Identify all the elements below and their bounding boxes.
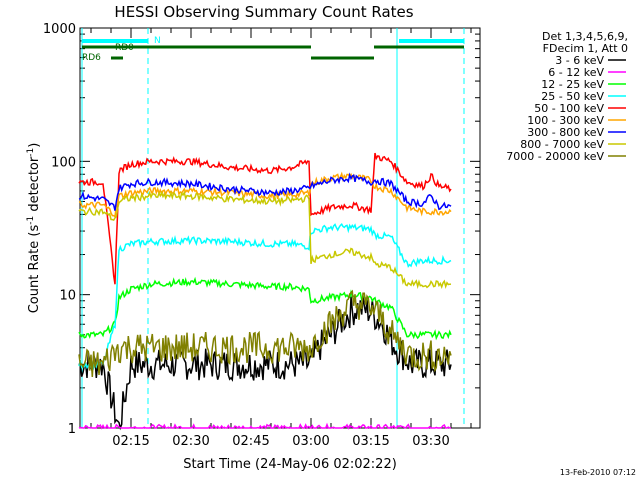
y-label-sup1: -1 xyxy=(26,216,36,225)
series-lines xyxy=(78,152,452,431)
legend-entry-label: 12 - 25 keV xyxy=(541,78,604,91)
y-tick-label: 1000 xyxy=(43,22,76,37)
flag-label: RD0 xyxy=(115,43,134,53)
x-tick-label: 03:30 xyxy=(412,434,449,449)
legend-header-1: Det 1,3,4,5,6,9, xyxy=(542,30,628,43)
x-tick-label: 02:30 xyxy=(172,434,209,449)
y-axis-label: Count Rate (s-1 detector-1) xyxy=(26,143,42,314)
y-label-sup2: -1 xyxy=(26,148,36,157)
y-label-main: Count Rate (s xyxy=(27,225,42,314)
series-line xyxy=(78,276,452,341)
legend-entry-label: 3 - 6 keV xyxy=(555,54,604,67)
y-label-mid: detector xyxy=(27,156,42,216)
x-tick-label: 03:00 xyxy=(292,434,329,449)
legend-entry-label: 25 - 50 keV xyxy=(541,90,604,103)
x-tick-label: 03:15 xyxy=(352,434,389,449)
flag-label: N xyxy=(154,36,161,46)
y-label-end: ) xyxy=(27,143,42,148)
series-line xyxy=(78,190,452,290)
axis-ticks: 1 10 100 1000 02:15 02:30 02:45 03:00 03:15 03:30 xyxy=(43,22,480,449)
series-line xyxy=(78,422,451,430)
series-line xyxy=(78,172,452,211)
y-tick-label: 1 xyxy=(68,422,76,437)
x-tick-label: 02:15 xyxy=(112,434,149,449)
y-tick-label: 100 xyxy=(51,155,76,170)
legend-entry-label: 7000 - 20000 keV xyxy=(506,150,604,163)
legend-entry-label: 6 - 12 keV xyxy=(548,66,604,79)
series-line xyxy=(78,289,452,377)
y-tick-label: 10 xyxy=(59,289,76,304)
series-line xyxy=(78,223,452,371)
legend-entry-label: 300 - 800 keV xyxy=(527,126,604,139)
flag-label: RD6 xyxy=(82,53,101,63)
flag-bars: N RD0 RD6 xyxy=(82,36,464,63)
chart-title: HESSI Observing Summary Count Rates xyxy=(114,3,413,21)
footer-date: 13-Feb-2010 07:12 xyxy=(560,468,636,477)
legend-entry-label: 800 - 7000 keV xyxy=(520,138,604,151)
x-tick-label: 02:45 xyxy=(232,434,269,449)
x-axis-label: Start Time (24-May-06 02:02:22) xyxy=(183,457,397,472)
series-line xyxy=(78,171,452,218)
series-line xyxy=(78,152,452,285)
legend: Det 1,3,4,5,6,9,FDecim 1, Att 03 - 6 keV… xyxy=(506,30,628,163)
legend-header-2: FDecim 1, Att 0 xyxy=(543,42,628,55)
legend-entry-label: 100 - 300 keV xyxy=(527,114,604,127)
legend-entry-label: 50 - 100 keV xyxy=(534,102,604,115)
